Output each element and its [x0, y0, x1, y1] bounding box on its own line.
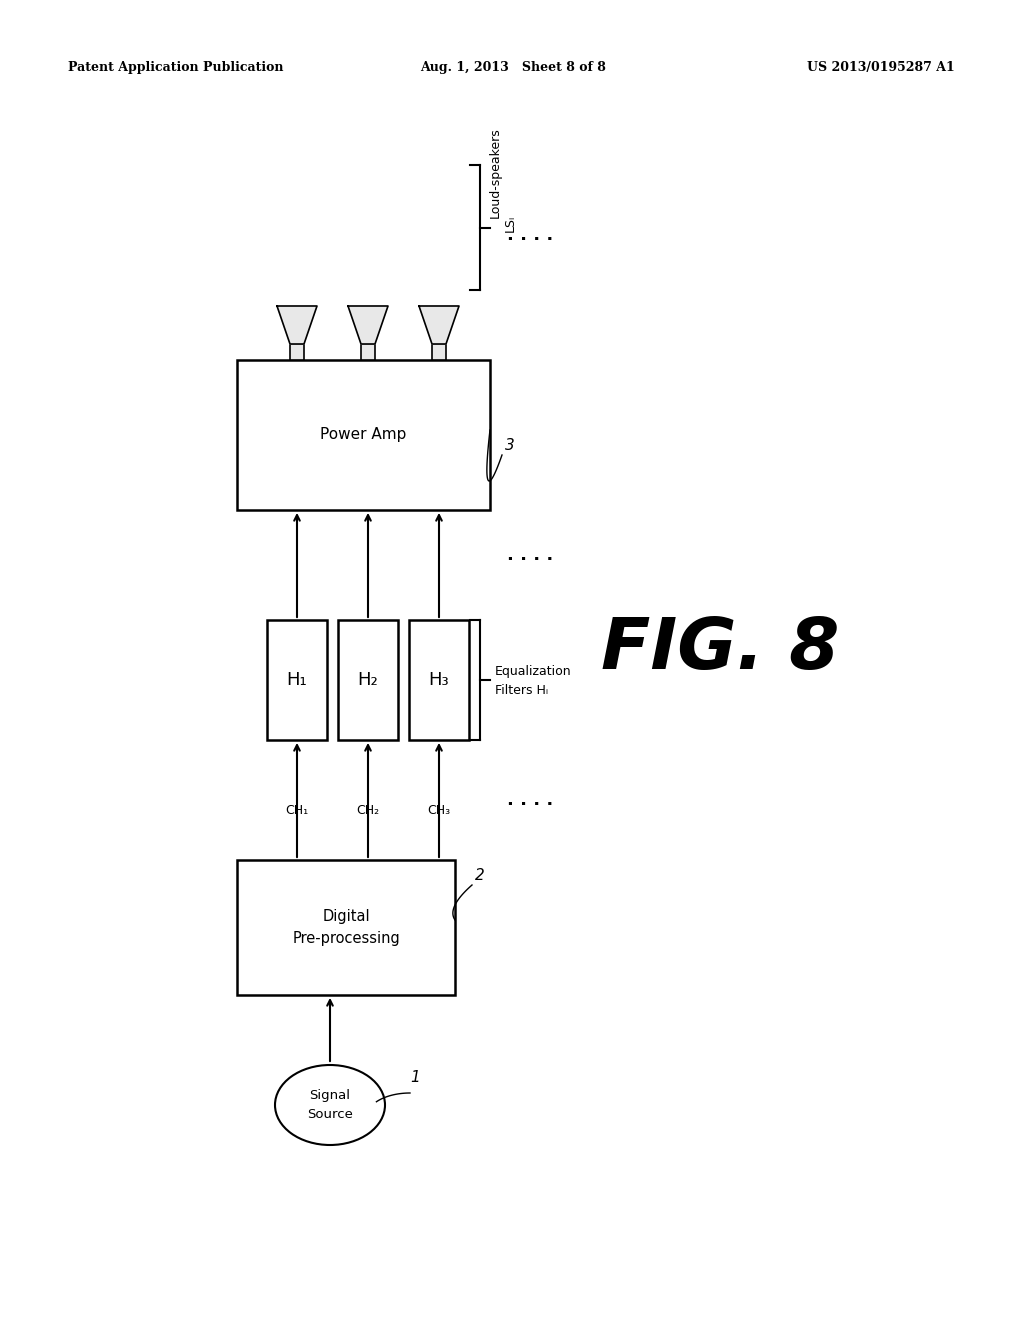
- Bar: [409, 620, 469, 741]
- Text: Digital
Pre-processing: Digital Pre-processing: [292, 909, 400, 945]
- Text: 3: 3: [505, 437, 515, 453]
- Bar: [361, 345, 375, 360]
- Text: . . . .: . . . .: [507, 546, 553, 564]
- Text: Patent Application Publication: Patent Application Publication: [68, 62, 284, 74]
- Text: . . . .: . . . .: [507, 791, 553, 809]
- Bar: [338, 620, 398, 741]
- Bar: [237, 360, 490, 510]
- Bar: [432, 345, 446, 360]
- Text: Signal
Source: Signal Source: [307, 1089, 353, 1121]
- Text: Aug. 1, 2013   Sheet 8 of 8: Aug. 1, 2013 Sheet 8 of 8: [420, 62, 606, 74]
- Text: Loud-speakers: Loud-speakers: [488, 128, 502, 219]
- Bar: [237, 861, 455, 995]
- Text: CH₃: CH₃: [427, 804, 451, 817]
- Text: Filters Hᵢ: Filters Hᵢ: [495, 684, 548, 697]
- Bar: [267, 620, 327, 741]
- Text: Power Amp: Power Amp: [321, 428, 407, 442]
- Text: CH₂: CH₂: [356, 804, 380, 817]
- Text: H₁: H₁: [287, 671, 307, 689]
- Text: US 2013/0195287 A1: US 2013/0195287 A1: [807, 62, 955, 74]
- Polygon shape: [278, 306, 317, 345]
- Text: FIG. 8: FIG. 8: [601, 615, 840, 685]
- Polygon shape: [419, 306, 459, 345]
- Text: 2: 2: [475, 867, 485, 883]
- Text: H₂: H₂: [357, 671, 379, 689]
- Bar: [290, 345, 304, 360]
- Text: . . . .: . . . .: [507, 226, 553, 244]
- Polygon shape: [348, 306, 388, 345]
- Text: H₃: H₃: [429, 671, 450, 689]
- Text: 1: 1: [411, 1071, 420, 1085]
- Text: LSᵢ: LSᵢ: [504, 215, 516, 232]
- Text: Equalization: Equalization: [495, 664, 571, 677]
- Text: CH₁: CH₁: [286, 804, 308, 817]
